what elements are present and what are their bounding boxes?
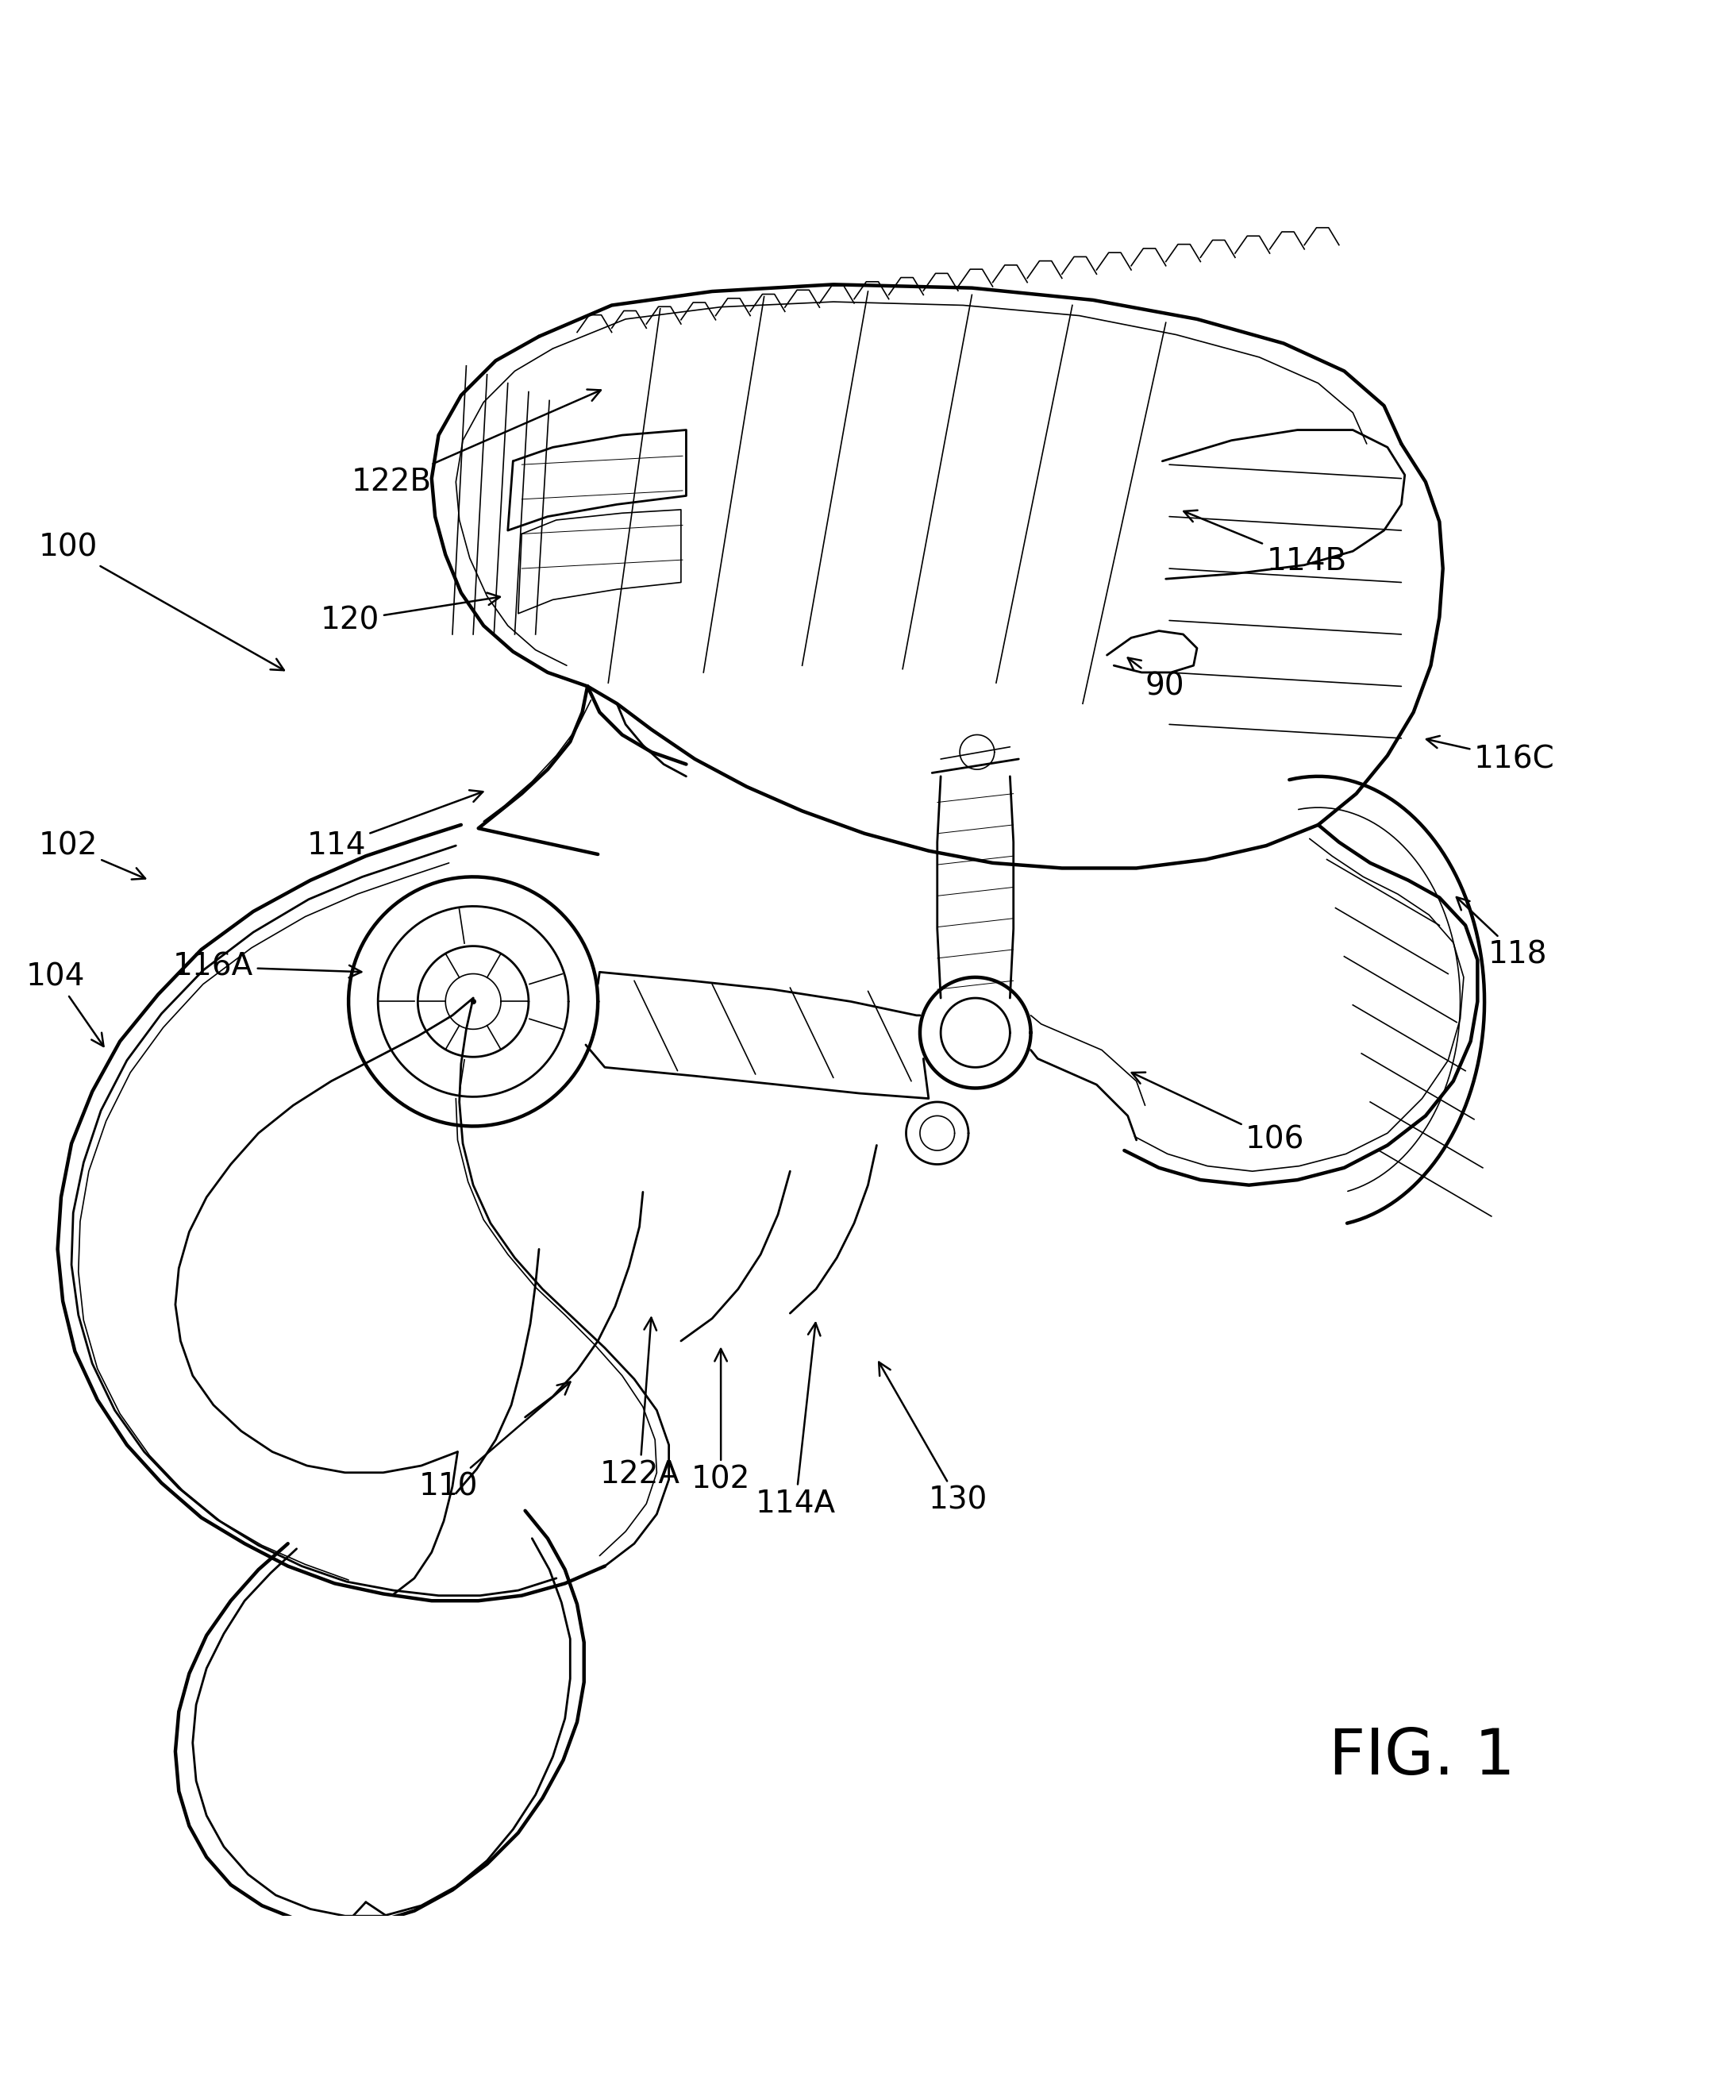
- Text: 130: 130: [878, 1363, 988, 1516]
- Text: 118: 118: [1457, 897, 1547, 970]
- Text: 114: 114: [307, 790, 483, 861]
- Text: 110: 110: [420, 1382, 571, 1502]
- Text: 116C: 116C: [1427, 735, 1555, 775]
- Text: 102: 102: [691, 1348, 750, 1495]
- Text: 100: 100: [38, 533, 285, 670]
- Text: 114B: 114B: [1184, 510, 1347, 578]
- Text: 114A: 114A: [755, 1323, 835, 1518]
- Text: 106: 106: [1132, 1073, 1305, 1155]
- Text: 122B: 122B: [351, 388, 601, 498]
- Text: 104: 104: [26, 962, 104, 1046]
- Text: 116A: 116A: [174, 951, 361, 983]
- Text: 90: 90: [1128, 657, 1184, 701]
- Text: FIG. 1: FIG. 1: [1330, 1726, 1516, 1787]
- Text: 122A: 122A: [599, 1317, 681, 1489]
- Text: 120: 120: [321, 592, 500, 636]
- Text: 102: 102: [38, 830, 146, 880]
